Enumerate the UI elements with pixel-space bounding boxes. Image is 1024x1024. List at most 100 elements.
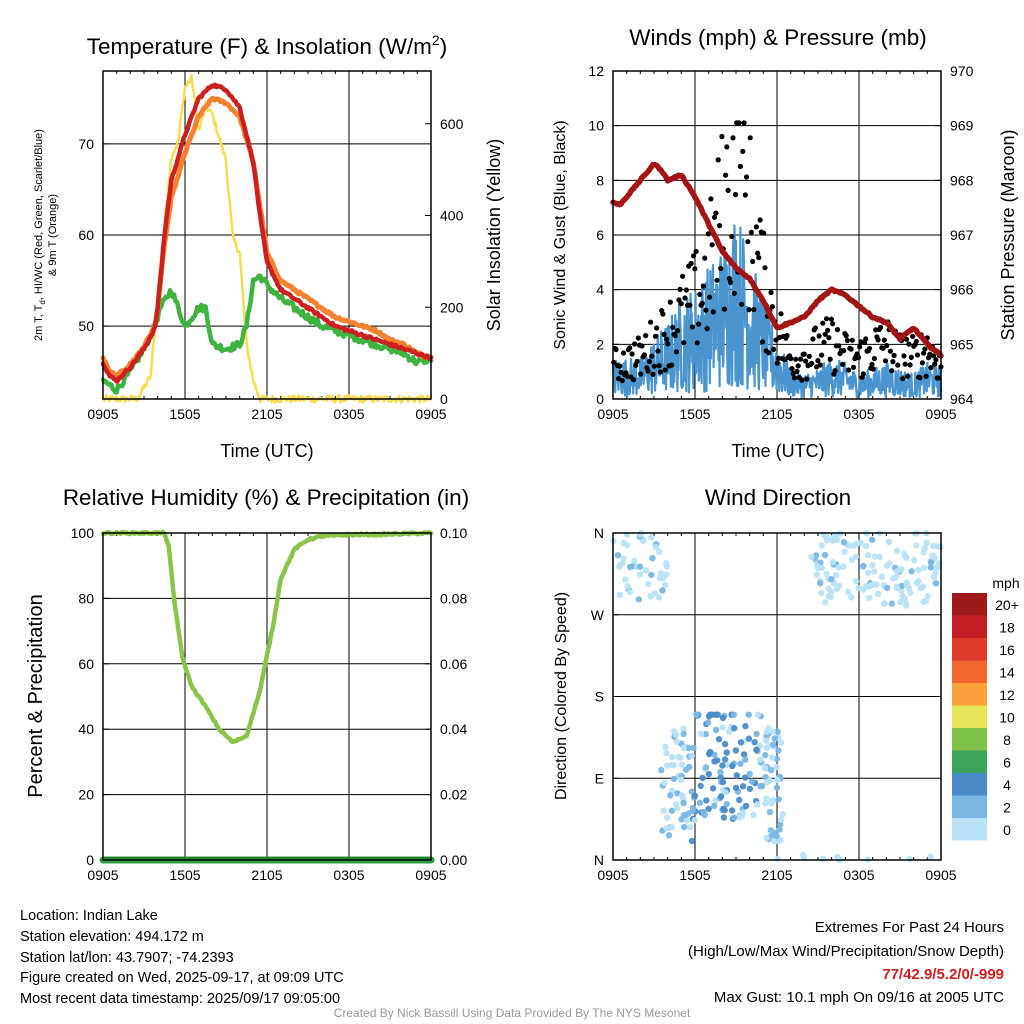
wind-gust-point [713,210,719,216]
wdir-point [799,851,807,858]
wdir-point [897,598,904,606]
wdir-point [686,824,694,831]
wind-xlabel: Time (UTC) [731,441,824,461]
wind-gust-point [890,359,896,365]
wdir-point [712,726,720,734]
wind-gust-point [743,174,750,180]
wdir-point [678,816,685,823]
wind-gust-point [932,361,938,367]
wdir-legend-swatch-7 [952,750,987,773]
wdir-point [864,552,872,559]
wdir-point [693,711,700,718]
wdir-point [922,598,929,605]
wind-gust-point [755,250,761,256]
wdir-point [702,730,709,738]
wdir-point [876,553,883,560]
wdir-legend-label-7: 6 [1003,755,1011,771]
wdir-point [689,807,696,815]
wind-gust-point [784,333,790,339]
credit-label: Created By Nick Bassill Using Data Provi… [333,1006,691,1020]
wdir-point [663,749,670,757]
wdir-point [721,756,729,763]
wdir-point [848,594,855,601]
wdir-point [906,855,914,863]
latlon-label: Station lat/lon: 43.7907; -74.2393 [20,950,234,966]
wind-gust-point [884,343,890,349]
figure-created-label: Figure created on Wed, 2025-09-17, at 09… [20,970,344,986]
wdir-point [890,575,897,582]
wdir-legend-label-0: 20+ [995,597,1019,613]
wdir-point [825,585,832,592]
wind-gust-point [619,378,625,384]
wdir-legend-label-2: 16 [999,642,1015,658]
temp-ylabel-line2: & 9m T (Orange) [47,194,59,276]
wind-gust-point [822,331,828,337]
temp-ytick-label-0: 50 [78,318,94,334]
wdir-point [664,814,671,821]
wind-xtick-label-0: 0905 [597,406,628,422]
rh-y2tick-label-1: 0.02 [440,787,467,803]
wind-gust-point [905,373,911,379]
wind-gust-point [709,242,715,248]
wind-gust-point [618,369,624,375]
wind-gust-point [665,341,671,347]
wdir-point [705,719,712,726]
wdir-point [821,551,829,559]
wdir-point [868,536,876,543]
wdir-point [932,569,939,576]
wdir-point [742,802,750,810]
wdir-point [737,760,744,767]
wdir-point [733,772,740,779]
wdir-point [924,593,931,600]
wdir-point [663,825,670,832]
wind-gust-point [724,144,730,150]
wind-xtick-label-4: 0905 [925,406,956,422]
wind-gust-point [834,327,841,333]
wind-gust-point [664,336,670,342]
wdir-point [663,571,670,578]
wdir-point [873,581,880,588]
wdir-point [742,774,749,781]
wind-ytick-label-3: 6 [596,227,604,243]
wind-gust-point [809,360,815,366]
wind-gust-point [652,333,659,339]
wdir-point [773,784,781,791]
wind-gust-point [804,376,810,382]
wind-gust-point [887,348,894,354]
wdir-point [767,766,775,774]
wdir-ytick-label-2: S [595,689,604,705]
wind-gust-point [843,333,849,339]
wind-gust-point [632,341,638,347]
wdir-point [667,792,674,799]
wdir-point [840,539,848,546]
wdir-point [848,556,856,564]
wdir-point [623,542,631,549]
wind-gust-point [707,294,713,300]
wdir-point [885,538,893,545]
wdir-point [880,600,888,607]
wdir-xtick-label-4: 0905 [925,867,956,883]
wdir-point [688,752,696,760]
wind-gust-point [730,135,736,141]
elevation-label: Station elevation: 494.172 m [20,929,204,945]
wind-pressure-series [610,161,944,359]
wind-gust-point [654,325,660,331]
wind-gust-point [681,340,687,346]
temp-border [102,70,432,400]
wdir-point [652,543,660,551]
temp-xtick-label-3: 0305 [333,406,364,422]
wdir-point [635,596,642,603]
wdir-point [903,582,911,589]
wdir-point [660,807,667,814]
wdir-point [763,728,771,735]
wdir-legend-swatch-5 [952,705,987,728]
wind-gust-point [613,346,619,353]
wdir-point [636,571,644,578]
wind-gust-point [766,350,772,356]
wind-y2tick-label-2: 966 [950,282,974,298]
wdir-point [923,539,930,546]
wdir-point [732,784,740,792]
rh-y2tick-label-3: 0.06 [440,656,467,672]
wind-gust-point [771,346,777,352]
